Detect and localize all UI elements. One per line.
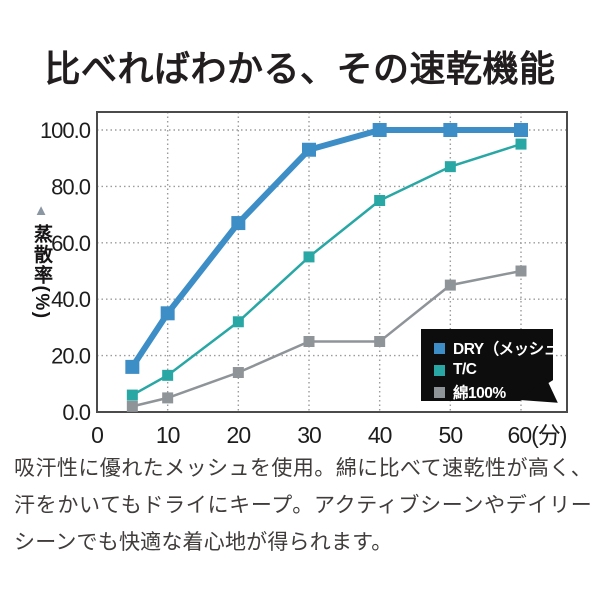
- page-title: 比べればわかる、その速乾機能: [44, 48, 556, 89]
- legend-item-label: T/C: [453, 361, 477, 378]
- up-triangle-icon: ▲: [33, 202, 49, 219]
- y-axis-label-group: ▲ 蒸散率(%): [18, 203, 64, 320]
- svg-text:0: 0: [91, 422, 103, 448]
- svg-text:60.0: 60.0: [51, 231, 91, 256]
- legend-swatch-dry-icon: [434, 342, 445, 354]
- legend-item-label: DRY（メッシュ）: [453, 341, 574, 358]
- svg-text:20: 20: [227, 422, 251, 448]
- svg-text:40.0: 40.0: [51, 287, 91, 312]
- legend-item-dry: DRY（メッシュ）: [434, 337, 553, 359]
- svg-text:80.0: 80.0: [51, 174, 91, 199]
- description-text: 吸汗性に優れたメッシュを使用。綿に比べて速乾性が高く、汗をかいてもドライにキープ…: [14, 457, 592, 554]
- svg-text:10: 10: [156, 422, 180, 448]
- legend-swatch-cotton-icon: [434, 386, 445, 398]
- legend: DRY（メッシュ） T/C 綿100%: [421, 329, 553, 401]
- legend-item-tc: T/C: [434, 359, 553, 381]
- svg-text:50: 50: [439, 422, 463, 448]
- svg-text:100.0: 100.0: [40, 118, 91, 143]
- svg-text:30: 30: [297, 422, 321, 448]
- y-axis-label: 蒸散率(%): [31, 224, 52, 320]
- legend-item-label: 綿100%: [453, 385, 506, 402]
- legend-swatch-tc-icon: [434, 364, 445, 376]
- svg-text:60(分): 60(分): [508, 422, 567, 448]
- svg-text:40: 40: [368, 422, 392, 448]
- svg-text:0.0: 0.0: [62, 400, 90, 425]
- legend-item-cotton: 綿100%: [434, 381, 553, 402]
- svg-text:20.0: 20.0: [51, 344, 91, 369]
